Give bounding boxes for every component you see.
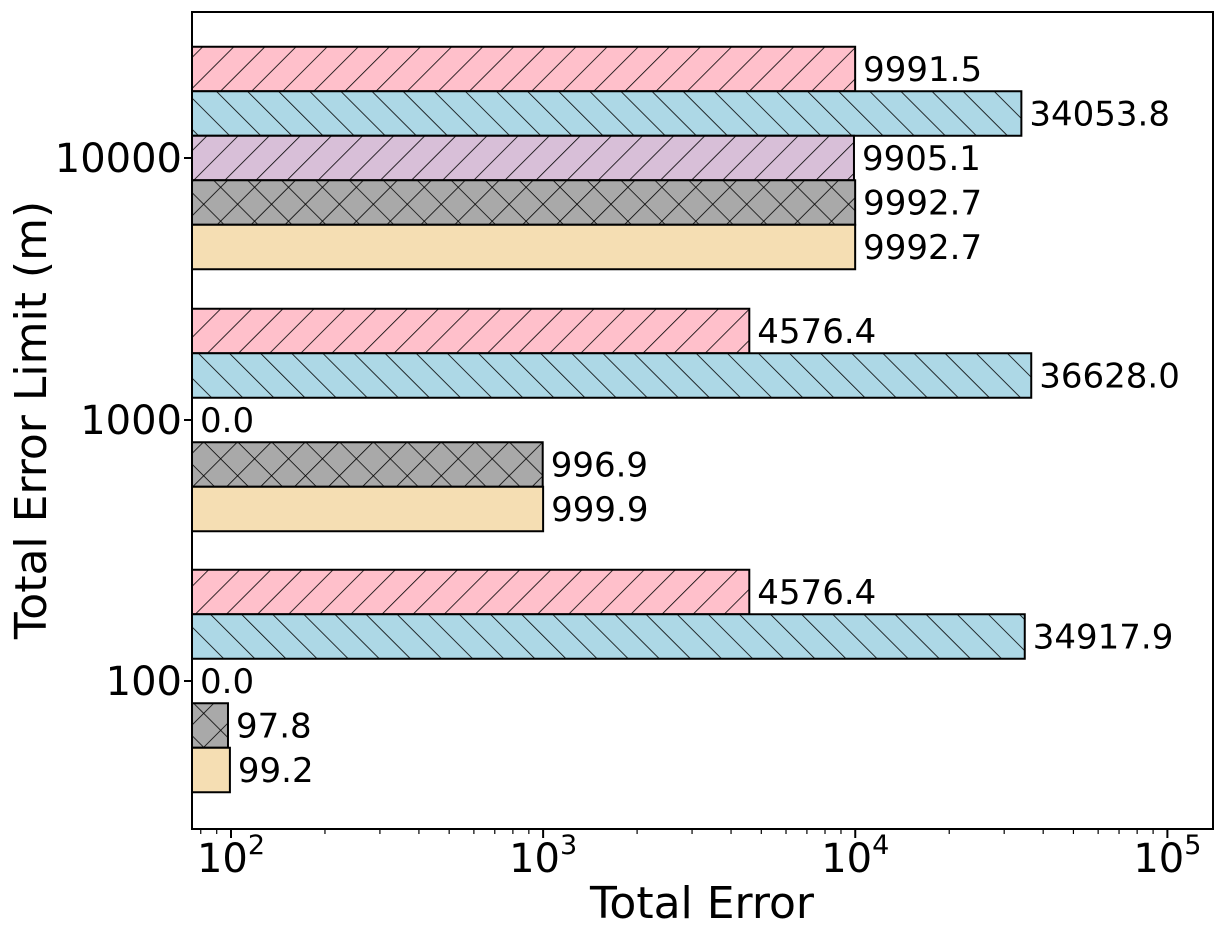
y-axis-title: Total Error Limit (m) bbox=[6, 201, 57, 640]
bar-value-label: 9992.7 bbox=[863, 228, 982, 268]
bar-hatch bbox=[192, 569, 750, 615]
bar bbox=[192, 224, 856, 270]
x-tick-label: 103 bbox=[509, 830, 577, 882]
bar-hatch bbox=[192, 180, 856, 225]
bar-hatch bbox=[192, 353, 1032, 398]
bar-hatch bbox=[192, 135, 854, 181]
y-tick-label: 10000 bbox=[55, 136, 182, 182]
bar-value-label: 97.8 bbox=[236, 707, 312, 747]
bar-value-label: 0.0 bbox=[200, 401, 254, 441]
bar-hatch bbox=[192, 442, 543, 487]
bar bbox=[192, 486, 544, 532]
bar-value-label: 4576.4 bbox=[757, 573, 876, 613]
y-axis: 100 1000 10000 bbox=[55, 136, 192, 705]
x-axis-title: Total Error bbox=[589, 878, 815, 929]
bars bbox=[191, 45, 1033, 794]
bar-hatch bbox=[192, 308, 750, 354]
bar-value-label: 0.0 bbox=[200, 662, 254, 702]
bar-value-label: 9991.5 bbox=[863, 50, 982, 90]
bar-value-label: 34917.9 bbox=[1033, 618, 1174, 658]
bar bbox=[192, 747, 230, 793]
bar-value-label: 996.9 bbox=[551, 446, 648, 486]
x-axis: 102 103 104 105 bbox=[197, 829, 1201, 882]
bar-value-label: 9905.1 bbox=[862, 139, 981, 179]
bar-hatch bbox=[192, 91, 1022, 136]
bar-value-label: 36628.0 bbox=[1039, 357, 1180, 397]
bar-value-label: 34053.8 bbox=[1029, 95, 1170, 135]
value-labels: 4576.4 34917.9 0.0 97.899.2 4576.4 36628.0 0.0… bbox=[200, 50, 1180, 791]
bar-value-label: 999.9 bbox=[551, 490, 648, 530]
x-tick-label: 104 bbox=[821, 830, 889, 882]
y-tick-label: 1000 bbox=[80, 398, 182, 444]
x-tick-label: 105 bbox=[1133, 830, 1201, 882]
bar-hatch bbox=[192, 703, 228, 748]
bar-value-label: 99.2 bbox=[238, 751, 314, 791]
y-tick-label: 100 bbox=[106, 659, 182, 705]
bar-hatch bbox=[192, 614, 1025, 659]
x-tick-label: 102 bbox=[197, 830, 265, 882]
bar-value-label: 9992.7 bbox=[863, 184, 982, 224]
bar-value-label: 4576.4 bbox=[757, 312, 876, 352]
bar-hatch bbox=[192, 46, 856, 92]
